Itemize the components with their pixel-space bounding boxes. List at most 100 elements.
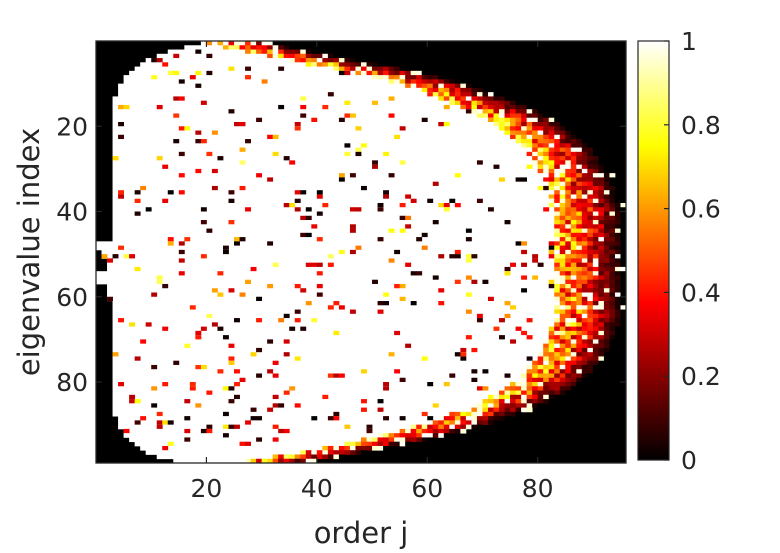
heatmap-row-band (112, 177, 549, 183)
heatmap-cell (559, 245, 566, 251)
heatmap-cell (559, 309, 566, 315)
heatmap-cell (178, 271, 185, 276)
heatmap-cell (543, 134, 550, 140)
heatmap-cell (559, 288, 566, 293)
heatmap-cell (443, 96, 450, 102)
heatmap-cell (592, 228, 599, 234)
heatmap-cell (156, 104, 163, 110)
colorbar-tick-label: 0.8 (681, 111, 721, 140)
heatmap-cell (603, 356, 610, 362)
heatmap-cell (471, 347, 478, 353)
heatmap-cell (510, 399, 516, 404)
heatmap-cell (394, 437, 401, 443)
heatmap-cell (510, 394, 516, 400)
heatmap-cell (178, 126, 185, 131)
heatmap-cell (548, 202, 555, 208)
heatmap-cell (548, 377, 555, 383)
heatmap-cell (614, 220, 621, 225)
heatmap-cell (399, 66, 406, 72)
heatmap-cell (228, 424, 235, 430)
heatmap-cell (603, 194, 610, 200)
heatmap-cell (598, 305, 605, 310)
heatmap-cell (300, 53, 307, 59)
heatmap-cell (609, 194, 616, 200)
heatmap-cell (548, 335, 555, 340)
heatmap-cell (587, 369, 594, 374)
heatmap-cell (383, 441, 389, 447)
heatmap-cell (521, 399, 528, 404)
heatmap-cell (532, 151, 539, 157)
heatmap-cell (300, 96, 307, 102)
heatmap-cell (548, 386, 555, 391)
heatmap-cell (272, 49, 279, 55)
heatmap-cell (211, 41, 218, 46)
heatmap-cell (592, 262, 599, 268)
heatmap-cell (587, 173, 594, 178)
heatmap-cell (581, 258, 588, 264)
heatmap-cell (499, 109, 505, 114)
heatmap-cell (609, 232, 616, 238)
heatmap-cell (361, 450, 367, 455)
heatmap-cell (609, 309, 616, 315)
heatmap-cell (499, 399, 505, 404)
heatmap-cell (587, 220, 594, 225)
heatmap-cell (344, 445, 351, 451)
heatmap-cell (327, 305, 334, 310)
heatmap-cell (543, 121, 550, 127)
heatmap-cell (548, 198, 555, 204)
heatmap-cell (570, 364, 577, 370)
heatmap-cell (570, 283, 577, 289)
heatmap-cell (603, 211, 610, 217)
heatmap-cell (377, 407, 384, 413)
heatmap-cell (300, 49, 307, 55)
heatmap-cell (383, 194, 389, 200)
heatmap-cell (587, 356, 594, 362)
heatmap-cell (399, 283, 406, 289)
heatmap-cell (206, 53, 213, 59)
heatmap-cell (614, 301, 621, 306)
heatmap-cell (416, 79, 423, 85)
heatmap-cell (438, 424, 445, 430)
heatmap-cell (592, 279, 599, 285)
heatmap-cell (344, 70, 351, 76)
heatmap-cell (559, 279, 566, 285)
heatmap-cell (576, 330, 583, 336)
heatmap-cell (537, 262, 544, 268)
heatmap-cell (598, 245, 605, 251)
heatmap-cell (283, 156, 290, 161)
heatmap-cell (620, 313, 627, 319)
heatmap-cell (565, 139, 572, 144)
heatmap-cell (510, 262, 516, 268)
heatmap-cell (570, 296, 577, 302)
heatmap-cell (554, 211, 561, 217)
heatmap-cell (521, 373, 528, 379)
heatmap-cell (570, 386, 577, 391)
heatmap-row-band (118, 92, 433, 97)
heatmap-cell (559, 386, 566, 391)
heatmap-cell (565, 249, 572, 255)
heatmap-cell (145, 207, 152, 212)
heatmap-cell (598, 292, 605, 298)
heatmap-cell (222, 249, 229, 255)
heatmap-cell (206, 70, 213, 76)
heatmap-cell (554, 241, 561, 246)
heatmap-cell (548, 130, 555, 136)
heatmap-cell (465, 407, 472, 413)
heatmap-cell (316, 262, 323, 268)
heatmap-cell (272, 45, 279, 50)
heatmap-cell (443, 92, 450, 97)
colorbar-tick-label: 0.2 (681, 362, 721, 391)
heatmap-row-band (112, 386, 511, 391)
colorbar-tick-label: 0.6 (681, 195, 721, 224)
heatmap-cell (355, 445, 362, 451)
heatmap-cell (521, 143, 528, 148)
heatmap-cell (305, 232, 312, 238)
heatmap-cell (581, 275, 588, 281)
heatmap-cell (427, 424, 434, 430)
heatmap-cell (344, 58, 351, 63)
heatmap-cell (349, 450, 356, 455)
heatmap-cell (592, 254, 599, 259)
heatmap-row-band (112, 399, 488, 404)
heatmap-cell (487, 113, 494, 119)
heatmap-cell (449, 420, 456, 426)
